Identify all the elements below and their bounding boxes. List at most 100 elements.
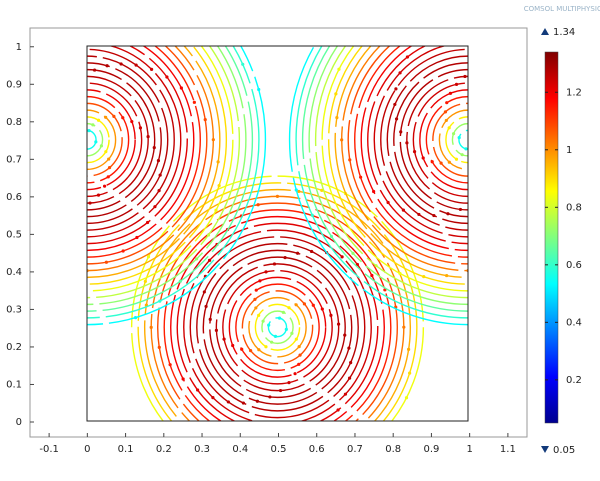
streamline <box>87 46 241 299</box>
streamline-arrow <box>49 27 52 30</box>
streamline-arrow <box>357 19 360 22</box>
streamline <box>87 82 143 198</box>
streamline-arrow <box>527 135 530 138</box>
x-tick-label: -0.1 <box>39 444 59 455</box>
streamline-arrow <box>311 303 315 307</box>
streamline-arrow <box>468 129 471 132</box>
streamline-arrow <box>454 82 459 86</box>
streamline-arrow <box>272 262 277 266</box>
streamline-arrow <box>481 144 484 147</box>
streamline <box>176 222 379 421</box>
x-tick-label: 0.9 <box>423 444 439 455</box>
streamline-arrow <box>217 184 221 188</box>
streamline-arrow <box>283 255 287 260</box>
streamline-arrow <box>394 117 399 121</box>
streamline-arrow <box>156 158 161 163</box>
streamline-arrow <box>430 160 434 164</box>
streamline-arrow <box>293 372 297 376</box>
streamline <box>87 95 130 184</box>
streamline-arrow <box>202 290 206 294</box>
streamline-arrow <box>343 333 347 337</box>
streamline-arrow <box>264 270 268 274</box>
streamline-arrow <box>531 68 534 71</box>
streamline-arrow <box>255 461 258 464</box>
x-tick-label: 0 <box>84 444 90 455</box>
streamline-arrow <box>320 307 324 311</box>
streamline-arrow <box>475 140 478 143</box>
streamline-arrow <box>25 55 28 58</box>
streamline <box>87 46 201 258</box>
colorbar-tick-label: 0.8 <box>566 202 582 213</box>
streamline-arrow <box>214 208 218 212</box>
streamline-arrow <box>287 381 291 385</box>
streamline-arrow <box>102 184 107 188</box>
streamline-arrow <box>152 146 156 150</box>
streamline-arrow <box>74 83 77 86</box>
streamline-arrow <box>439 161 443 165</box>
streamline-arrow <box>257 87 261 92</box>
streamline-arrow <box>287 306 291 310</box>
streamline <box>458 129 468 150</box>
streamline-arrow <box>204 304 208 309</box>
streamline-arrow <box>165 75 169 79</box>
streamline-arrow <box>488 2 491 5</box>
streamline-arrow <box>588 233 591 236</box>
streamline <box>87 46 188 245</box>
streamline <box>386 55 468 225</box>
streamline-arrow <box>275 194 280 198</box>
streamline-arrow <box>64 101 67 104</box>
streamline <box>183 229 372 421</box>
x-tick-label: 0.4 <box>232 444 248 455</box>
streamline-arrow <box>257 313 261 317</box>
streamline-arrow <box>168 363 172 367</box>
streamline <box>157 202 398 421</box>
streamline <box>327 46 468 285</box>
streamline-arrow <box>347 346 351 350</box>
streamline <box>87 46 267 326</box>
x-tick-label: 1 <box>466 444 472 455</box>
streamline <box>248 296 307 358</box>
streamline <box>87 46 195 252</box>
streamline <box>87 129 97 150</box>
streamline-arrow <box>488 175 491 178</box>
streamline-arrow <box>595 209 598 212</box>
streamline-arrow <box>149 325 153 329</box>
streamline <box>189 236 366 419</box>
streamline-arrow <box>80 153 83 156</box>
streamline <box>267 317 288 338</box>
streamline-arrow <box>310 249 314 254</box>
streamline-arrow <box>241 401 245 405</box>
streamline-arrow <box>560 280 563 283</box>
streamline-arrow <box>298 353 302 357</box>
streamline-arrow <box>386 200 390 205</box>
streamline-arrow <box>302 302 307 306</box>
streamline-arrow <box>17 71 20 74</box>
domain-border <box>86 45 469 422</box>
streamline <box>130 175 425 421</box>
streamline-arrow <box>478 194 481 197</box>
streamline-arrow <box>460 153 464 157</box>
streamline-arrow <box>295 251 300 255</box>
streamline-arrow <box>398 271 402 276</box>
colorbar-tick-label: 1.2 <box>566 87 582 98</box>
streamline <box>445 116 468 164</box>
streamline-arrow <box>268 395 272 399</box>
streamline-arrow <box>451 132 456 136</box>
streamline-arrow <box>222 337 226 341</box>
streamline-arrow <box>104 115 108 119</box>
streamline-arrow <box>21 209 24 212</box>
streamline-arrow <box>351 251 355 255</box>
streamline-arrow <box>157 189 161 193</box>
streamline-arrow <box>85 7 88 10</box>
streamline-arrow <box>270 340 274 344</box>
streamline-arrow <box>478 119 481 122</box>
colorbar-max-label: 1.34 <box>553 27 575 38</box>
streamline <box>163 209 392 421</box>
streamline-arrow <box>65 212 68 215</box>
streamline-arrow <box>430 27 433 30</box>
streamline <box>241 290 314 365</box>
streamline <box>215 263 340 392</box>
streamline-arrow <box>466 7 469 10</box>
streamline <box>451 122 468 157</box>
streamline-arrow <box>511 120 514 123</box>
